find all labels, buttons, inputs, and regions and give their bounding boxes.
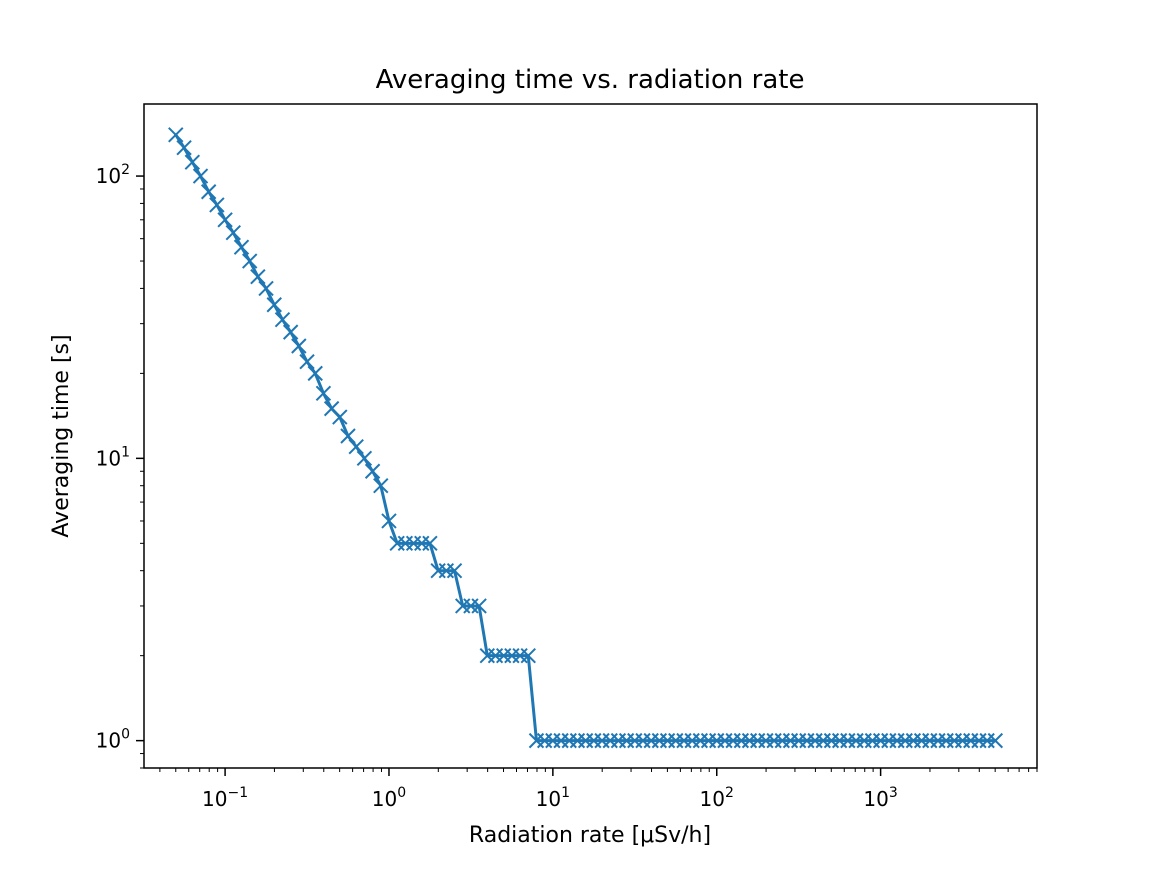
data-point-marker [168,127,184,143]
data-point-marker [332,409,348,425]
data-point-marker [422,535,438,552]
data-point-marker [266,297,282,313]
data-point-marker [258,280,274,297]
data-point-marker [184,154,201,170]
x-tick-label: 103 [863,785,897,811]
x-tick-label: 100 [372,785,406,811]
y-tick-label: 100 [96,727,130,753]
data-point-marker [233,239,250,255]
x-tick-label: 10−1 [202,785,248,811]
data-point-marker [209,197,225,213]
data-point-marker [356,450,373,467]
plot-frame [143,103,1038,769]
plot-layer [168,127,1004,749]
data-point-marker [299,353,315,370]
data-point-marker [381,513,397,529]
data-point-marker [176,140,192,156]
x-axis-label: Radiation rate [μSv/h] [469,823,711,848]
y-tick-label: 102 [96,162,130,188]
data-point-marker [192,168,209,184]
data-point-marker [241,253,258,269]
y-tick-label: 101 [96,444,130,470]
data-point-marker [200,184,217,200]
data-point-marker [373,478,389,494]
data-point-marker [225,224,241,241]
x-tick-label: 102 [700,785,734,811]
data-point-marker [282,324,299,340]
data-point-marker [520,647,536,664]
data-point-marker [307,365,323,382]
data-point-marker [217,212,233,228]
x-tick-label: 101 [536,785,570,811]
data-point-marker [471,598,487,614]
data-point-marker [291,338,307,354]
chart-title: Averaging time vs. radiation rate [376,65,805,95]
data-point-marker [340,428,356,444]
data-point-marker [250,269,266,285]
data-point-marker [987,732,1004,749]
data-point-marker [315,385,332,402]
data-point-marker [446,562,463,579]
data-point-marker [348,438,364,455]
data-point-marker [364,463,381,479]
data-point-marker [274,311,291,328]
y-axis-label: Averaging time [s] [49,334,74,537]
